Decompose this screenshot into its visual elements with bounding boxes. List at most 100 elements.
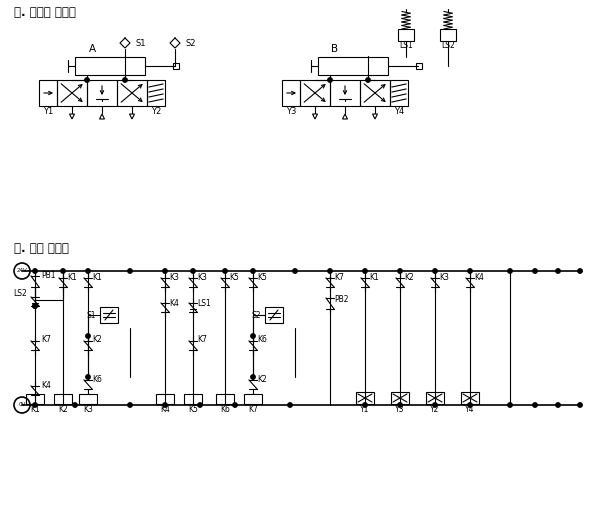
Text: Y3: Y3 <box>395 405 405 413</box>
Bar <box>390 80 408 106</box>
Bar <box>416 63 422 69</box>
Circle shape <box>556 269 560 273</box>
Bar <box>356 392 374 404</box>
Circle shape <box>128 403 132 407</box>
Text: 0V: 0V <box>18 402 26 408</box>
Circle shape <box>328 78 332 82</box>
Circle shape <box>578 269 582 273</box>
Circle shape <box>398 269 402 273</box>
Bar <box>426 392 444 404</box>
Circle shape <box>398 403 402 407</box>
Circle shape <box>163 269 167 273</box>
Text: LS2: LS2 <box>13 290 27 298</box>
Circle shape <box>251 334 255 338</box>
Text: Y1: Y1 <box>361 405 369 413</box>
Circle shape <box>61 269 65 273</box>
Circle shape <box>73 403 77 407</box>
Bar <box>216 394 234 404</box>
Text: K2: K2 <box>257 374 267 384</box>
Circle shape <box>33 304 37 308</box>
Circle shape <box>556 403 560 407</box>
Circle shape <box>578 403 582 407</box>
Circle shape <box>128 269 132 273</box>
Bar <box>117 80 147 106</box>
Circle shape <box>86 334 90 338</box>
Text: Y4: Y4 <box>394 107 404 115</box>
Circle shape <box>233 403 237 407</box>
Text: K4: K4 <box>160 405 170 413</box>
Text: K6: K6 <box>220 405 230 413</box>
Bar <box>39 80 57 106</box>
Bar <box>318 57 388 75</box>
Text: B: B <box>331 44 339 54</box>
Text: K1: K1 <box>30 405 40 413</box>
Circle shape <box>288 403 292 407</box>
Text: S2: S2 <box>186 38 196 47</box>
Text: PB2: PB2 <box>334 295 349 305</box>
Circle shape <box>33 304 37 308</box>
Bar <box>398 29 414 41</box>
Text: K7: K7 <box>334 274 344 282</box>
Text: S2: S2 <box>252 310 261 319</box>
Bar <box>100 307 118 323</box>
Text: K7: K7 <box>248 405 258 413</box>
Circle shape <box>33 403 37 407</box>
Circle shape <box>198 403 202 407</box>
Circle shape <box>85 78 89 82</box>
Text: K2: K2 <box>404 274 414 282</box>
Bar <box>156 394 174 404</box>
Text: LS1: LS1 <box>399 42 413 50</box>
Text: S1: S1 <box>86 310 96 319</box>
Text: K4: K4 <box>474 274 484 282</box>
Bar <box>330 80 360 106</box>
Circle shape <box>433 403 437 407</box>
Text: 나. 전기 회로도: 나. 전기 회로도 <box>14 241 69 254</box>
Bar <box>173 63 179 69</box>
Text: K3: K3 <box>439 274 449 282</box>
Circle shape <box>468 403 472 407</box>
Circle shape <box>533 403 537 407</box>
Text: S1: S1 <box>136 38 146 47</box>
Text: K4: K4 <box>41 381 51 389</box>
Text: K5: K5 <box>229 274 239 282</box>
Text: K3: K3 <box>169 274 179 282</box>
Bar <box>265 307 283 323</box>
Bar <box>300 80 330 106</box>
Bar <box>79 394 97 404</box>
Text: K3: K3 <box>197 274 207 282</box>
Circle shape <box>508 403 512 407</box>
Text: Y2: Y2 <box>151 107 161 115</box>
Bar <box>184 394 202 404</box>
Text: K5: K5 <box>257 274 267 282</box>
Circle shape <box>366 78 370 82</box>
Bar <box>26 394 44 404</box>
Circle shape <box>33 269 37 273</box>
Circle shape <box>251 269 255 273</box>
Bar <box>75 57 145 75</box>
Circle shape <box>86 375 90 379</box>
Text: LS2: LS2 <box>441 42 455 50</box>
Circle shape <box>508 269 512 273</box>
Text: K1: K1 <box>369 274 379 282</box>
Text: K2: K2 <box>92 335 102 344</box>
Circle shape <box>293 269 297 273</box>
Text: K2: K2 <box>58 405 68 413</box>
Text: LS1: LS1 <box>197 298 211 307</box>
Text: K7: K7 <box>41 335 51 344</box>
Text: Y1: Y1 <box>43 107 53 115</box>
Text: Y3: Y3 <box>286 107 296 115</box>
Text: K4: K4 <box>169 298 179 307</box>
Circle shape <box>223 269 227 273</box>
Bar <box>147 80 165 106</box>
Circle shape <box>123 78 127 82</box>
Text: K3: K3 <box>83 405 93 413</box>
Text: K1: K1 <box>92 274 102 282</box>
Circle shape <box>86 269 90 273</box>
Circle shape <box>251 375 255 379</box>
Bar <box>440 29 456 41</box>
Bar <box>244 394 262 404</box>
Circle shape <box>191 269 195 273</box>
Text: 24V: 24V <box>17 268 27 274</box>
Text: K1: K1 <box>67 274 77 282</box>
Text: A: A <box>89 44 96 54</box>
